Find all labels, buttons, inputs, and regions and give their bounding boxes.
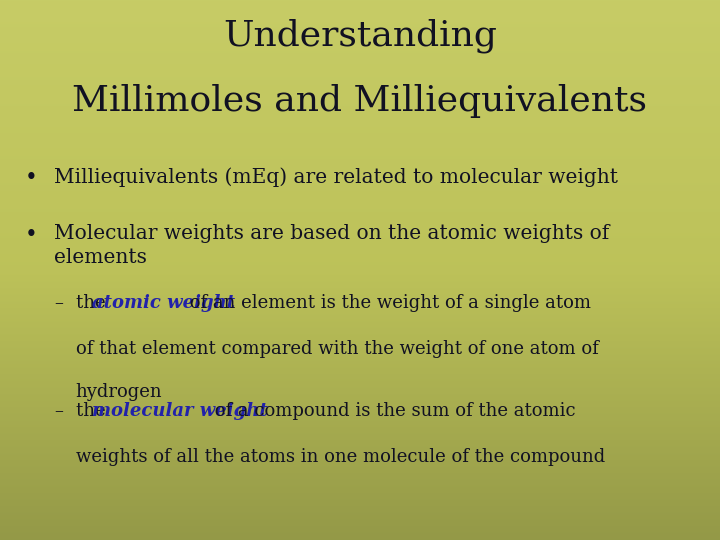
- Text: –: –: [54, 402, 63, 420]
- Text: Molecular weights are based on the atomic weights of
elements: Molecular weights are based on the atomi…: [54, 224, 609, 267]
- Text: of an element is the weight of a single atom: of an element is the weight of a single …: [184, 294, 590, 312]
- Text: •: •: [25, 224, 38, 246]
- Text: molecular weight: molecular weight: [92, 402, 268, 420]
- Text: atomic weight: atomic weight: [92, 294, 235, 312]
- Text: of that element compared with the weight of one atom of: of that element compared with the weight…: [76, 340, 598, 358]
- Text: Understanding: Understanding: [223, 19, 497, 53]
- Text: the: the: [76, 402, 111, 420]
- Text: Millimoles and Milliequivalents: Millimoles and Milliequivalents: [73, 84, 647, 118]
- Text: •: •: [25, 167, 38, 190]
- Text: weights of all the atoms in one molecule of the compound: weights of all the atoms in one molecule…: [76, 448, 605, 466]
- Text: of a compound is the sum of the atomic: of a compound is the sum of the atomic: [209, 402, 575, 420]
- Text: Milliequivalents (mEq) are related to molecular weight: Milliequivalents (mEq) are related to mo…: [54, 167, 618, 187]
- Text: the: the: [76, 294, 111, 312]
- Text: hydrogen: hydrogen: [76, 383, 162, 401]
- Text: –: –: [54, 294, 63, 312]
